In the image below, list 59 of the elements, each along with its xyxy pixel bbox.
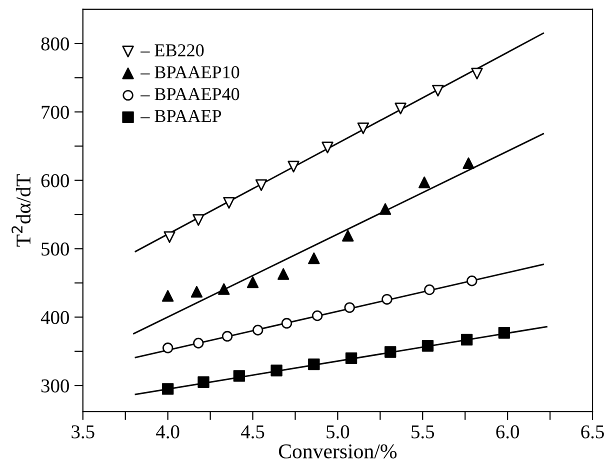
x-tick-label: 5.5 — [412, 425, 434, 438]
point — [471, 68, 483, 80]
point — [466, 276, 478, 286]
point — [357, 122, 370, 134]
point — [190, 286, 203, 298]
y-tick-label: 400 — [40, 310, 69, 324]
point — [270, 364, 282, 376]
x-tick-label: 3.5 — [72, 425, 94, 438]
point — [382, 294, 392, 305]
legend-label: – BPAAEP40 — [140, 88, 240, 100]
point — [252, 324, 264, 336]
point — [308, 358, 320, 370]
x-axis-title: Conversion/% — [278, 444, 397, 458]
point — [164, 231, 176, 243]
x-tick-label: 4.5 — [240, 425, 264, 438]
point — [322, 142, 334, 154]
point — [312, 310, 323, 322]
point — [460, 334, 473, 346]
y-axis-title: T$^{2}$dα/dT — [12, 174, 31, 247]
point — [379, 203, 392, 215]
point — [422, 340, 434, 352]
legend-label: – BPAAEP — [140, 110, 222, 122]
point — [344, 302, 355, 313]
point — [394, 102, 406, 114]
point — [218, 283, 230, 295]
point — [281, 318, 292, 329]
y-tick-label: 600 — [41, 174, 69, 188]
point — [223, 197, 235, 209]
point — [345, 352, 358, 364]
legend-label: – EB220 — [140, 44, 204, 56]
point — [193, 338, 204, 348]
point — [162, 383, 174, 395]
y-tick-label: 300 — [41, 379, 69, 392]
point — [222, 330, 233, 342]
point — [162, 290, 174, 302]
point — [308, 252, 320, 264]
point — [288, 160, 300, 172]
point — [418, 176, 430, 188]
point — [162, 342, 174, 354]
x-tick-label: 6.5 — [581, 425, 604, 438]
point — [424, 284, 435, 296]
y-tick-label: 800 — [41, 37, 69, 50]
point — [342, 230, 354, 242]
x-tick-label: 5.0 — [326, 425, 350, 438]
point — [462, 157, 474, 170]
point — [498, 327, 510, 339]
point — [198, 376, 210, 388]
point — [246, 276, 259, 288]
y-tick-label: 700 — [42, 106, 69, 119]
x-tick-label: 6.0 — [496, 425, 519, 438]
point — [233, 370, 246, 382]
point — [255, 179, 268, 191]
y-tick-label: 500 — [42, 242, 69, 256]
point — [384, 346, 396, 358]
point — [277, 268, 290, 280]
legend-label: – BPAAEP10 — [140, 66, 240, 78]
point — [432, 84, 444, 97]
point — [192, 214, 204, 226]
x-tick-label: 4.0 — [156, 425, 180, 438]
